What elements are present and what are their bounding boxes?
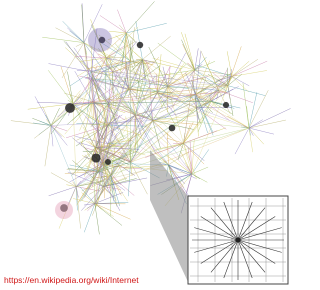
node: [88, 28, 112, 52]
zoom-inset: [188, 196, 288, 284]
internet-map-image: https://en.wikipedia.org/wiki/Internet: [0, 0, 299, 290]
caption: https://en.wikipedia.org/wiki/Internet: [4, 275, 139, 285]
node: [55, 201, 73, 219]
node: [65, 103, 75, 113]
page: https://en.wikipedia.org/wiki/Internet (…: [0, 0, 299, 290]
node: [223, 102, 229, 108]
inset-hub: [236, 238, 241, 243]
node: [137, 42, 143, 48]
node: [91, 153, 100, 162]
node: [105, 159, 111, 165]
node: [169, 125, 176, 132]
